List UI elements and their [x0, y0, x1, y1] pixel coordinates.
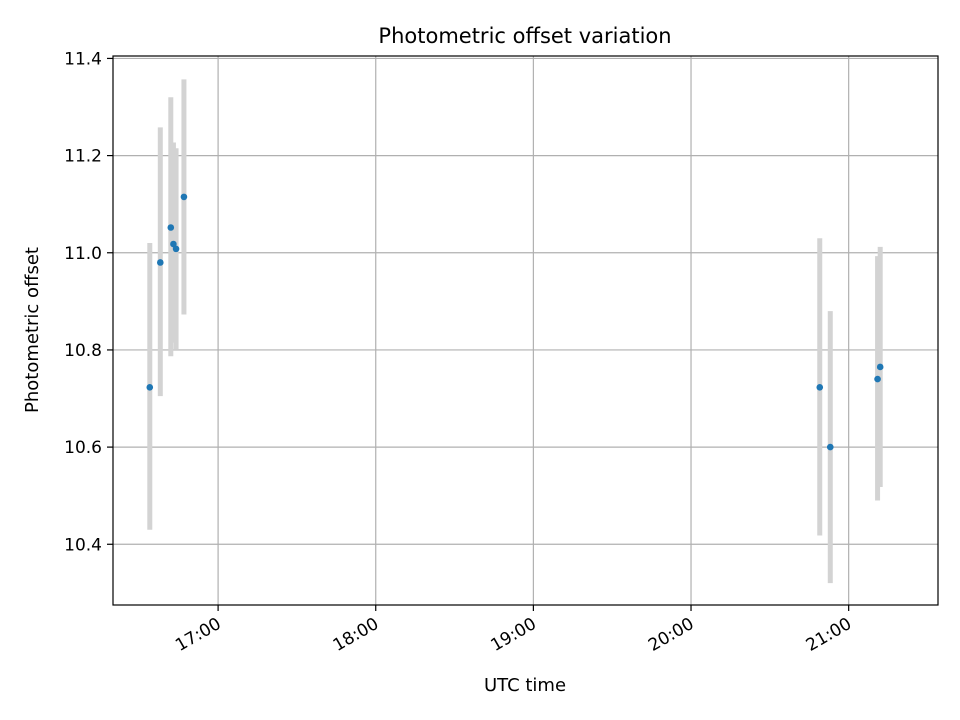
- y-tick-label: 11.2: [64, 147, 102, 167]
- data-point: [826, 443, 834, 451]
- data-point: [156, 259, 164, 266]
- grid: [113, 56, 938, 605]
- y-tick-label: 10.8: [64, 341, 102, 361]
- plot-frame: [112, 55, 939, 606]
- y-tick-label: 11.0: [64, 244, 102, 264]
- y-tick-label: 10.4: [64, 535, 102, 555]
- data-points: [146, 193, 884, 451]
- x-axis-title: UTC time: [484, 675, 566, 696]
- data-point: [167, 224, 175, 231]
- data-point: [876, 363, 884, 371]
- data-point: [170, 240, 177, 248]
- y-axis-ticks: 10.4 10.6 10.8 11.0 11.2 11.4: [64, 49, 113, 555]
- data-point: [172, 245, 180, 253]
- data-point: [180, 193, 188, 201]
- data-point: [146, 384, 154, 391]
- data-point: [874, 375, 881, 383]
- y-axis-title: Photometric offset: [22, 247, 43, 413]
- chart-title: Photometric offset variation: [378, 24, 671, 48]
- y-tick-label: 11.4: [64, 49, 102, 69]
- data-point: [816, 384, 824, 391]
- y-tick-label: 10.6: [64, 438, 102, 458]
